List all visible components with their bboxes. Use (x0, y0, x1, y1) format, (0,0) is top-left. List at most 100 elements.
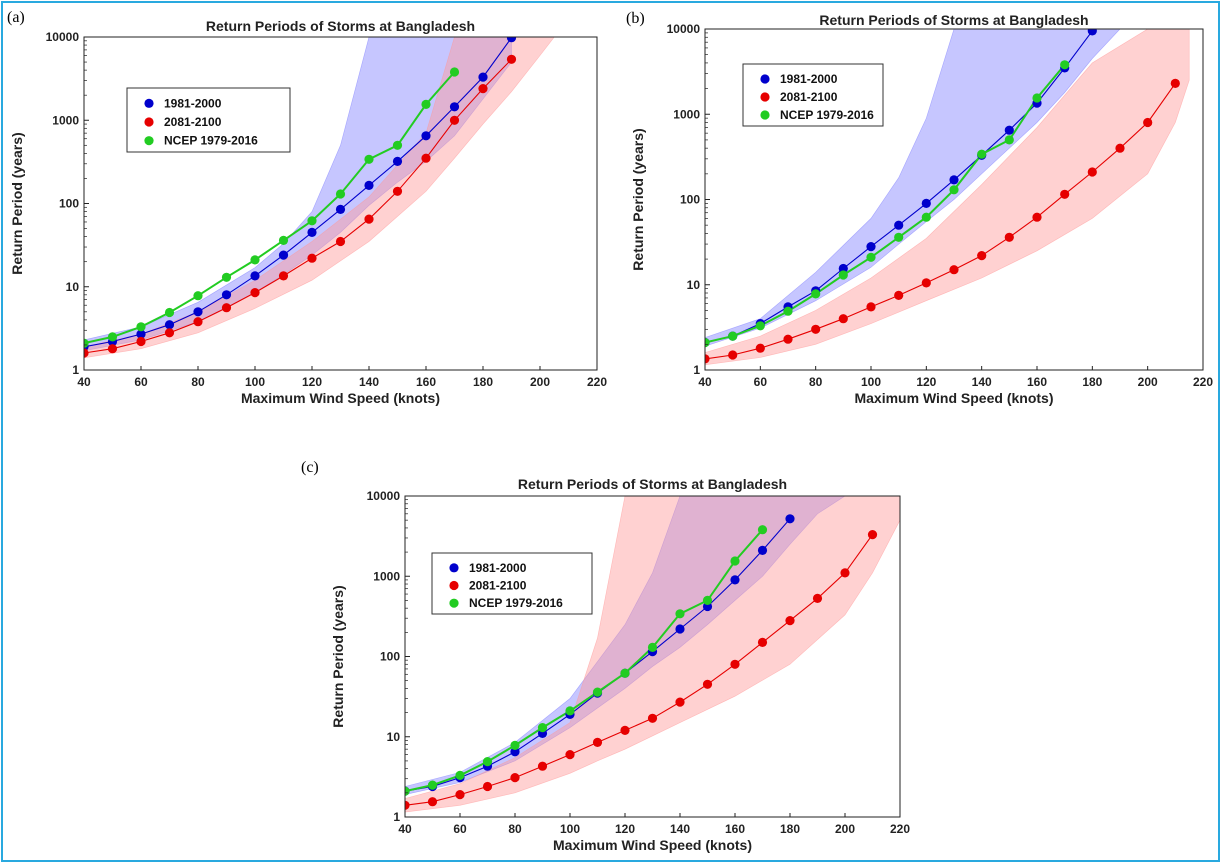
series-line-2081-2100 (84, 58, 512, 354)
data-point-2081-2100 (506, 54, 517, 64)
data-point-2081-2100 (867, 530, 878, 540)
y-tick-label: 1 (693, 363, 700, 377)
x-axis-label: Maximum Wind Speed (knots) (854, 390, 1053, 406)
chart-panel-a: 40 60 80 100 120 140 160 180 200 220 1 10 100 1000 100… (7, 9, 607, 406)
data-point-ncep-1979-2016 (977, 149, 987, 159)
data-point-1981-2000 (921, 198, 931, 208)
data-point-ncep-1979-2016 (755, 321, 765, 331)
data-point-1981-2000 (757, 545, 768, 556)
data-point-2081-2100 (921, 278, 931, 288)
x-tick-label: 60 (453, 822, 467, 836)
data-point-ncep-1979-2016 (193, 291, 203, 301)
data-point-ncep-1979-2016 (866, 252, 876, 262)
data-point-2081-2100 (221, 303, 232, 313)
data-point-ncep-1979-2016 (894, 232, 904, 242)
x-tick-label: 220 (890, 822, 910, 836)
plot-content (84, 37, 555, 359)
x-tick-label: 80 (191, 375, 205, 389)
legend-label-1981-2000: 1981-2000 (780, 72, 838, 86)
y-tick-label: 1000 (673, 107, 700, 121)
x-tick-label: 180 (473, 375, 493, 389)
x-tick-label: 200 (1138, 375, 1158, 389)
data-point-2081-2100 (107, 344, 118, 354)
x-tick-label: 160 (725, 822, 745, 836)
data-point-2081-2100 (1004, 232, 1014, 242)
legend-label-ncep-1979-2016: NCEP 1979-2016 (164, 134, 258, 148)
x-tick-label: 80 (809, 375, 823, 389)
data-point-ncep-1979-2016 (565, 706, 575, 716)
data-point-ncep-1979-2016 (364, 154, 374, 164)
legend-box (126, 87, 291, 153)
data-point-1981-2000 (506, 37, 517, 43)
y-tick-label: 1000 (373, 569, 400, 583)
data-point-2081-2100 (510, 773, 520, 783)
data-point-ncep-1979-2016 (702, 595, 713, 606)
data-point-2081-2100 (250, 288, 260, 298)
data-point-2081-2100 (812, 593, 823, 604)
data-point-ncep-1979-2016 (620, 668, 630, 678)
legend-label-2081-2100: 2081-2100 (469, 579, 527, 593)
data-point-2081-2100 (755, 343, 765, 353)
x-tick-label: 220 (587, 375, 607, 389)
data-point-2081-2100 (84, 348, 89, 358)
y-axis-label: Return Period (years) (630, 128, 646, 270)
plot-content (405, 496, 900, 813)
data-point-ncep-1979-2016 (1060, 60, 1070, 70)
confidence-band-2081-2100 (705, 29, 1190, 366)
data-point-1981-2000 (421, 131, 431, 141)
data-point-ncep-1979-2016 (510, 740, 520, 751)
y-tick-label: 10 (66, 280, 80, 294)
data-point-ncep-1979-2016 (221, 272, 232, 282)
x-tick-label: 200 (530, 375, 550, 389)
legend-box (431, 552, 593, 615)
data-point-2081-2100 (405, 800, 410, 810)
confidence-band-2081-2100 (84, 37, 555, 359)
data-point-1981-2000 (675, 624, 685, 634)
chart-panel-b: 40 60 80 100 120 140 160 180 200 220 1 10 100 1000 100… (626, 10, 1213, 406)
data-point-2081-2100 (364, 214, 374, 224)
data-point-2081-2100 (565, 750, 575, 760)
legend: 1981-2000 2081-2100 NCEP 1979-2016 (126, 87, 291, 153)
data-point-1981-2000 (221, 290, 232, 300)
data-point-ncep-1979-2016 (164, 307, 175, 318)
data-point-2081-2100 (811, 324, 821, 334)
data-point-1981-2000 (730, 575, 740, 585)
data-point-2081-2100 (392, 186, 403, 196)
data-point-ncep-1979-2016 (136, 322, 146, 332)
data-point-1981-2000 (894, 220, 904, 230)
legend: 1981-2000 2081-2100 NCEP 1979-2016 (431, 552, 593, 615)
x-tick-label: 60 (134, 375, 148, 389)
data-point-ncep-1979-2016 (405, 786, 410, 796)
data-point-ncep-1979-2016 (730, 556, 740, 566)
data-point-2081-2100 (675, 697, 685, 707)
x-tick-label: 60 (754, 375, 768, 389)
data-point-ncep-1979-2016 (482, 757, 493, 767)
data-point-2081-2100 (647, 713, 658, 723)
series-line-2081-2100 (405, 534, 873, 806)
data-point-2081-2100 (1170, 78, 1180, 88)
data-point-ncep-1979-2016 (675, 609, 685, 619)
y-tick-label: 10 (387, 730, 401, 744)
y-tick-label: 100 (380, 650, 400, 664)
data-point-2081-2100 (705, 354, 710, 364)
data-point-2081-2100 (702, 679, 713, 689)
data-point-ncep-1979-2016 (449, 67, 460, 77)
panel-label: (b) (626, 10, 645, 27)
series-line-ncep-1979-2016 (705, 64, 1066, 344)
data-point-2081-2100 (783, 334, 793, 344)
data-point-1981-2000 (866, 242, 876, 252)
legend-marker-1981-2000 (144, 98, 154, 108)
x-tick-label: 220 (1193, 375, 1213, 389)
x-tick-label: 180 (780, 822, 800, 836)
data-point-2081-2100 (785, 616, 795, 626)
data-point-2081-2100 (136, 336, 146, 347)
x-tick-label: 80 (508, 822, 522, 836)
data-point-ncep-1979-2016 (278, 235, 289, 245)
data-point-2081-2100 (335, 236, 346, 247)
data-point-2081-2100 (838, 314, 848, 324)
data-point-1981-2000 (250, 271, 260, 281)
data-point-2081-2100 (894, 290, 904, 300)
data-point-ncep-1979-2016 (757, 525, 768, 535)
legend-marker-ncep-1979-2016 (449, 598, 459, 608)
